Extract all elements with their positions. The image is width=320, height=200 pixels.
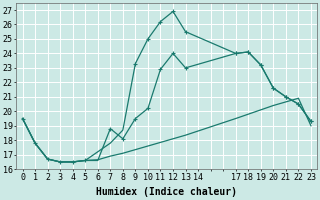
- X-axis label: Humidex (Indice chaleur): Humidex (Indice chaleur): [96, 187, 237, 197]
